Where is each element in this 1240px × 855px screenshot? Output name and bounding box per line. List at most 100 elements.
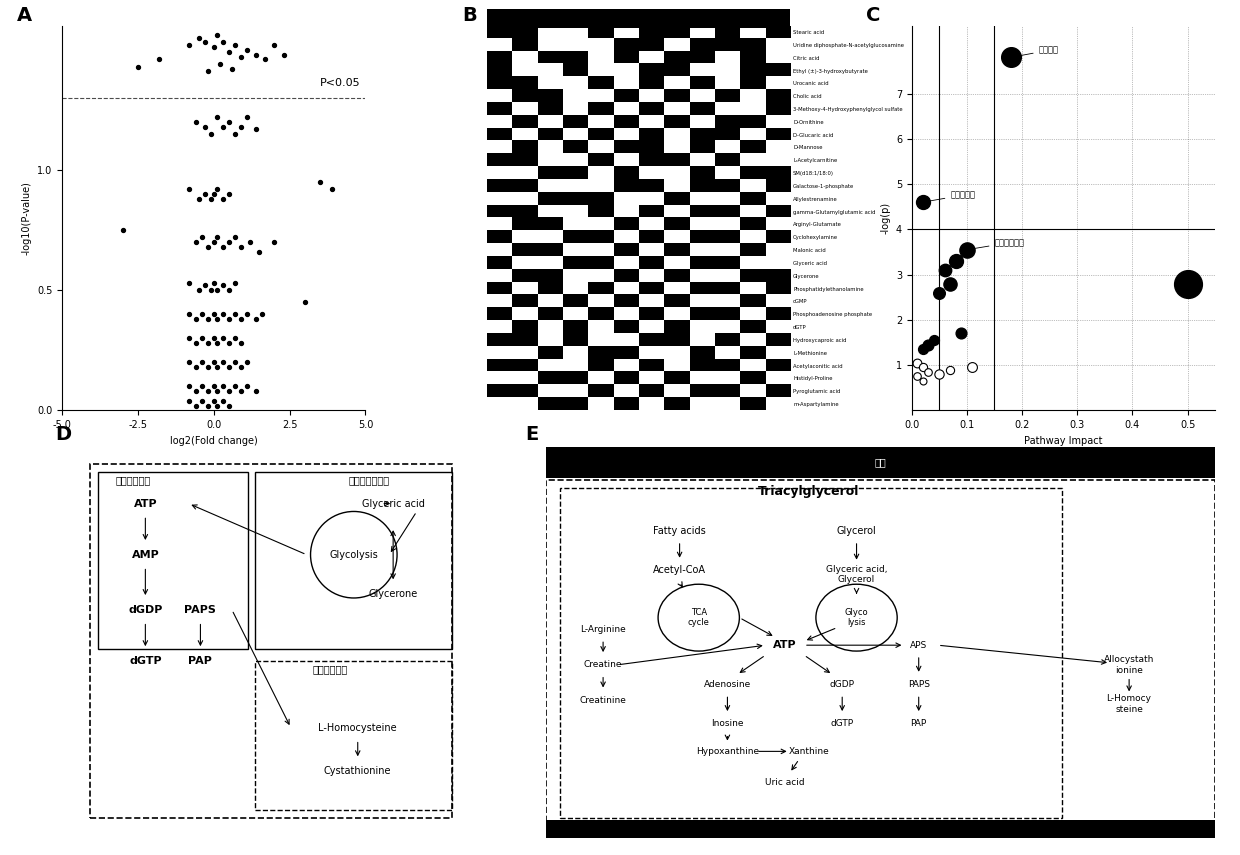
Text: Triacylglycerol: Triacylglycerol <box>758 486 859 498</box>
Point <box>255 52 275 66</box>
Point <box>207 110 227 124</box>
Point <box>231 240 250 254</box>
Point <box>231 50 250 64</box>
Text: CON: CON <box>537 0 563 8</box>
Point <box>219 398 239 412</box>
Text: C: C <box>867 7 880 26</box>
Point <box>197 360 217 374</box>
Point <box>207 182 227 196</box>
Point <box>195 36 215 50</box>
Point <box>946 254 966 268</box>
Text: Xanthine: Xanthine <box>789 747 830 756</box>
Text: 吃糖氧代谢途径: 吃糖氧代谢途径 <box>348 475 391 485</box>
Text: PAP: PAP <box>910 719 926 728</box>
Point <box>186 360 206 374</box>
Text: B: B <box>463 7 477 26</box>
Point <box>113 223 133 237</box>
Text: Glycerol: Glycerol <box>837 526 877 536</box>
Point <box>908 356 928 369</box>
Point <box>213 332 233 345</box>
Point <box>231 120 250 133</box>
Point <box>930 286 950 299</box>
Point <box>213 240 233 254</box>
Point <box>219 312 239 326</box>
Point <box>180 38 200 51</box>
Point <box>247 122 267 136</box>
Text: Hypoxanthine: Hypoxanthine <box>696 747 759 756</box>
Point <box>247 385 267 398</box>
Point <box>203 187 223 201</box>
Point <box>203 307 223 321</box>
Point <box>951 327 971 340</box>
Text: P<0.05: P<0.05 <box>320 78 361 88</box>
Point <box>1001 50 1021 64</box>
Bar <box>560 488 1063 818</box>
Point <box>924 333 944 347</box>
Text: Glycerone: Glycerone <box>368 589 418 599</box>
Text: Glyco
lysis: Glyco lysis <box>844 608 868 628</box>
Text: L-Arginine: L-Arginine <box>580 625 626 634</box>
Point <box>957 243 977 256</box>
Text: 水代谢路径: 水代谢路径 <box>926 191 976 203</box>
Text: Glycolysis: Glycolysis <box>330 550 378 560</box>
Point <box>128 60 148 74</box>
Point <box>201 192 221 206</box>
X-axis label: log2(Fold change): log2(Fold change) <box>170 436 258 445</box>
Point <box>908 369 928 383</box>
Point <box>207 336 227 350</box>
Point <box>197 312 217 326</box>
Point <box>213 279 233 292</box>
Point <box>180 380 200 393</box>
Point <box>192 332 212 345</box>
Point <box>186 385 206 398</box>
Point <box>195 120 215 133</box>
Text: 糖氧代谢途径: 糖氧代谢途径 <box>115 475 151 485</box>
Point <box>180 307 200 321</box>
Point <box>201 283 221 297</box>
Point <box>913 343 932 357</box>
Point <box>207 28 227 42</box>
Point <box>264 235 284 249</box>
Text: APS: APS <box>910 640 928 650</box>
Point <box>195 279 215 292</box>
Point <box>310 175 330 189</box>
Text: Glyceric acid,
Glycerol: Glyceric acid, Glycerol <box>826 564 888 584</box>
Point <box>188 283 208 297</box>
Point <box>226 307 246 321</box>
Point <box>213 394 233 408</box>
Text: dGTP: dGTP <box>129 656 161 666</box>
Point <box>241 235 260 249</box>
Point <box>237 43 257 56</box>
Point <box>210 57 229 71</box>
Point <box>219 115 239 128</box>
Point <box>207 360 227 374</box>
Point <box>213 356 233 369</box>
Point <box>213 380 233 393</box>
Point <box>237 307 257 321</box>
Point <box>149 52 169 66</box>
Point <box>192 356 212 369</box>
Point <box>207 398 227 412</box>
Point <box>1178 277 1198 291</box>
X-axis label: Pathway Impact: Pathway Impact <box>1024 436 1102 445</box>
Bar <box>255 472 453 649</box>
Bar <box>255 661 453 811</box>
Text: Acetyl-CoA: Acetyl-CoA <box>653 565 706 575</box>
Point <box>186 235 206 249</box>
Text: ATP: ATP <box>773 640 796 650</box>
Point <box>940 363 960 376</box>
Point <box>919 365 939 379</box>
Point <box>231 336 250 350</box>
Text: Uric acid: Uric acid <box>765 778 805 787</box>
Text: E: E <box>526 425 539 444</box>
Point <box>213 307 233 321</box>
Point <box>195 187 215 201</box>
Point <box>180 276 200 290</box>
Point <box>930 368 950 381</box>
Point <box>186 312 206 326</box>
Point <box>226 276 246 290</box>
Point <box>188 192 208 206</box>
Point <box>197 64 217 78</box>
Point <box>264 38 284 51</box>
Text: 脚注: 脚注 <box>874 457 887 468</box>
